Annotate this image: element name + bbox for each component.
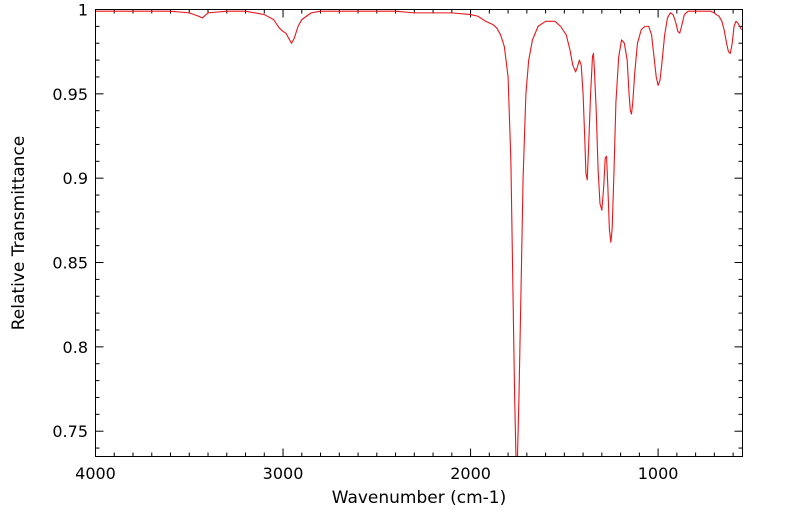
y-tick-label: 0.95 bbox=[52, 85, 88, 104]
y-tick-label: 0.85 bbox=[52, 254, 88, 273]
x-tick-label: 1000 bbox=[638, 464, 679, 483]
y-axis-label: Relative Transmittance bbox=[9, 136, 29, 331]
x-axis-label: Wavenumber (cm-1) bbox=[332, 488, 507, 508]
x-tick-label: 2000 bbox=[450, 464, 491, 483]
y-tick-label: 0.75 bbox=[52, 422, 88, 441]
labels-layer: 4000 3000 2000 1000 1 0.95 0.9 0.85 0.8 0.75 bbox=[52, 1, 678, 484]
series-layer bbox=[95, 10, 743, 457]
series-line-0 bbox=[95, 10, 743, 457]
plot-frame bbox=[95, 9, 743, 457]
x-tick-label: 3000 bbox=[263, 464, 304, 483]
y-tick-label: 1 bbox=[78, 1, 88, 20]
y-tick-label: 0.9 bbox=[63, 169, 88, 188]
ticks-layer bbox=[95, 9, 743, 457]
x-tick-label: 4000 bbox=[75, 464, 116, 483]
y-tick-label: 0.8 bbox=[63, 338, 88, 357]
